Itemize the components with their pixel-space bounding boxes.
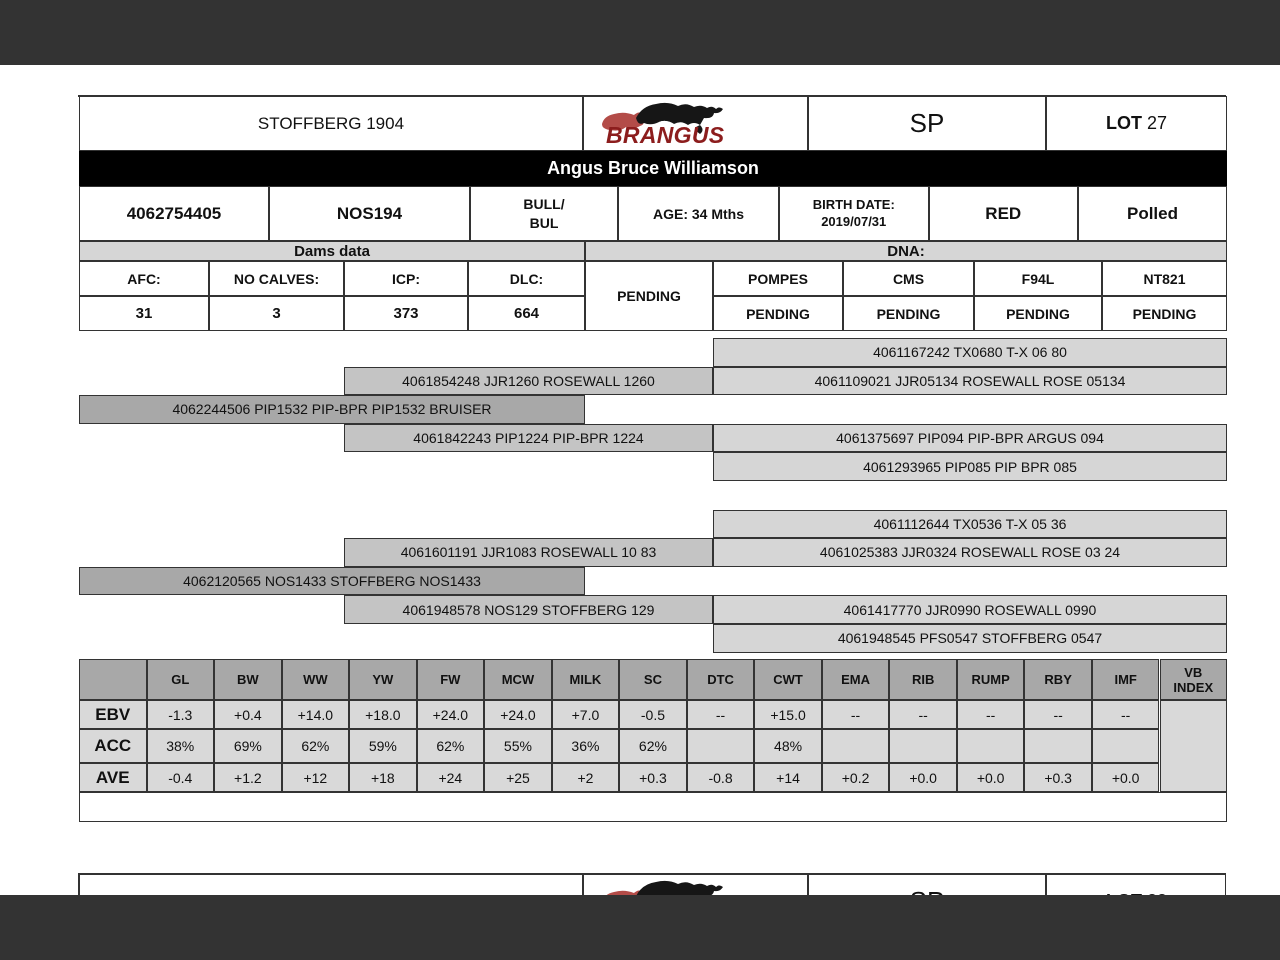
svg-text:BRANGUS: BRANGUS xyxy=(606,122,725,148)
